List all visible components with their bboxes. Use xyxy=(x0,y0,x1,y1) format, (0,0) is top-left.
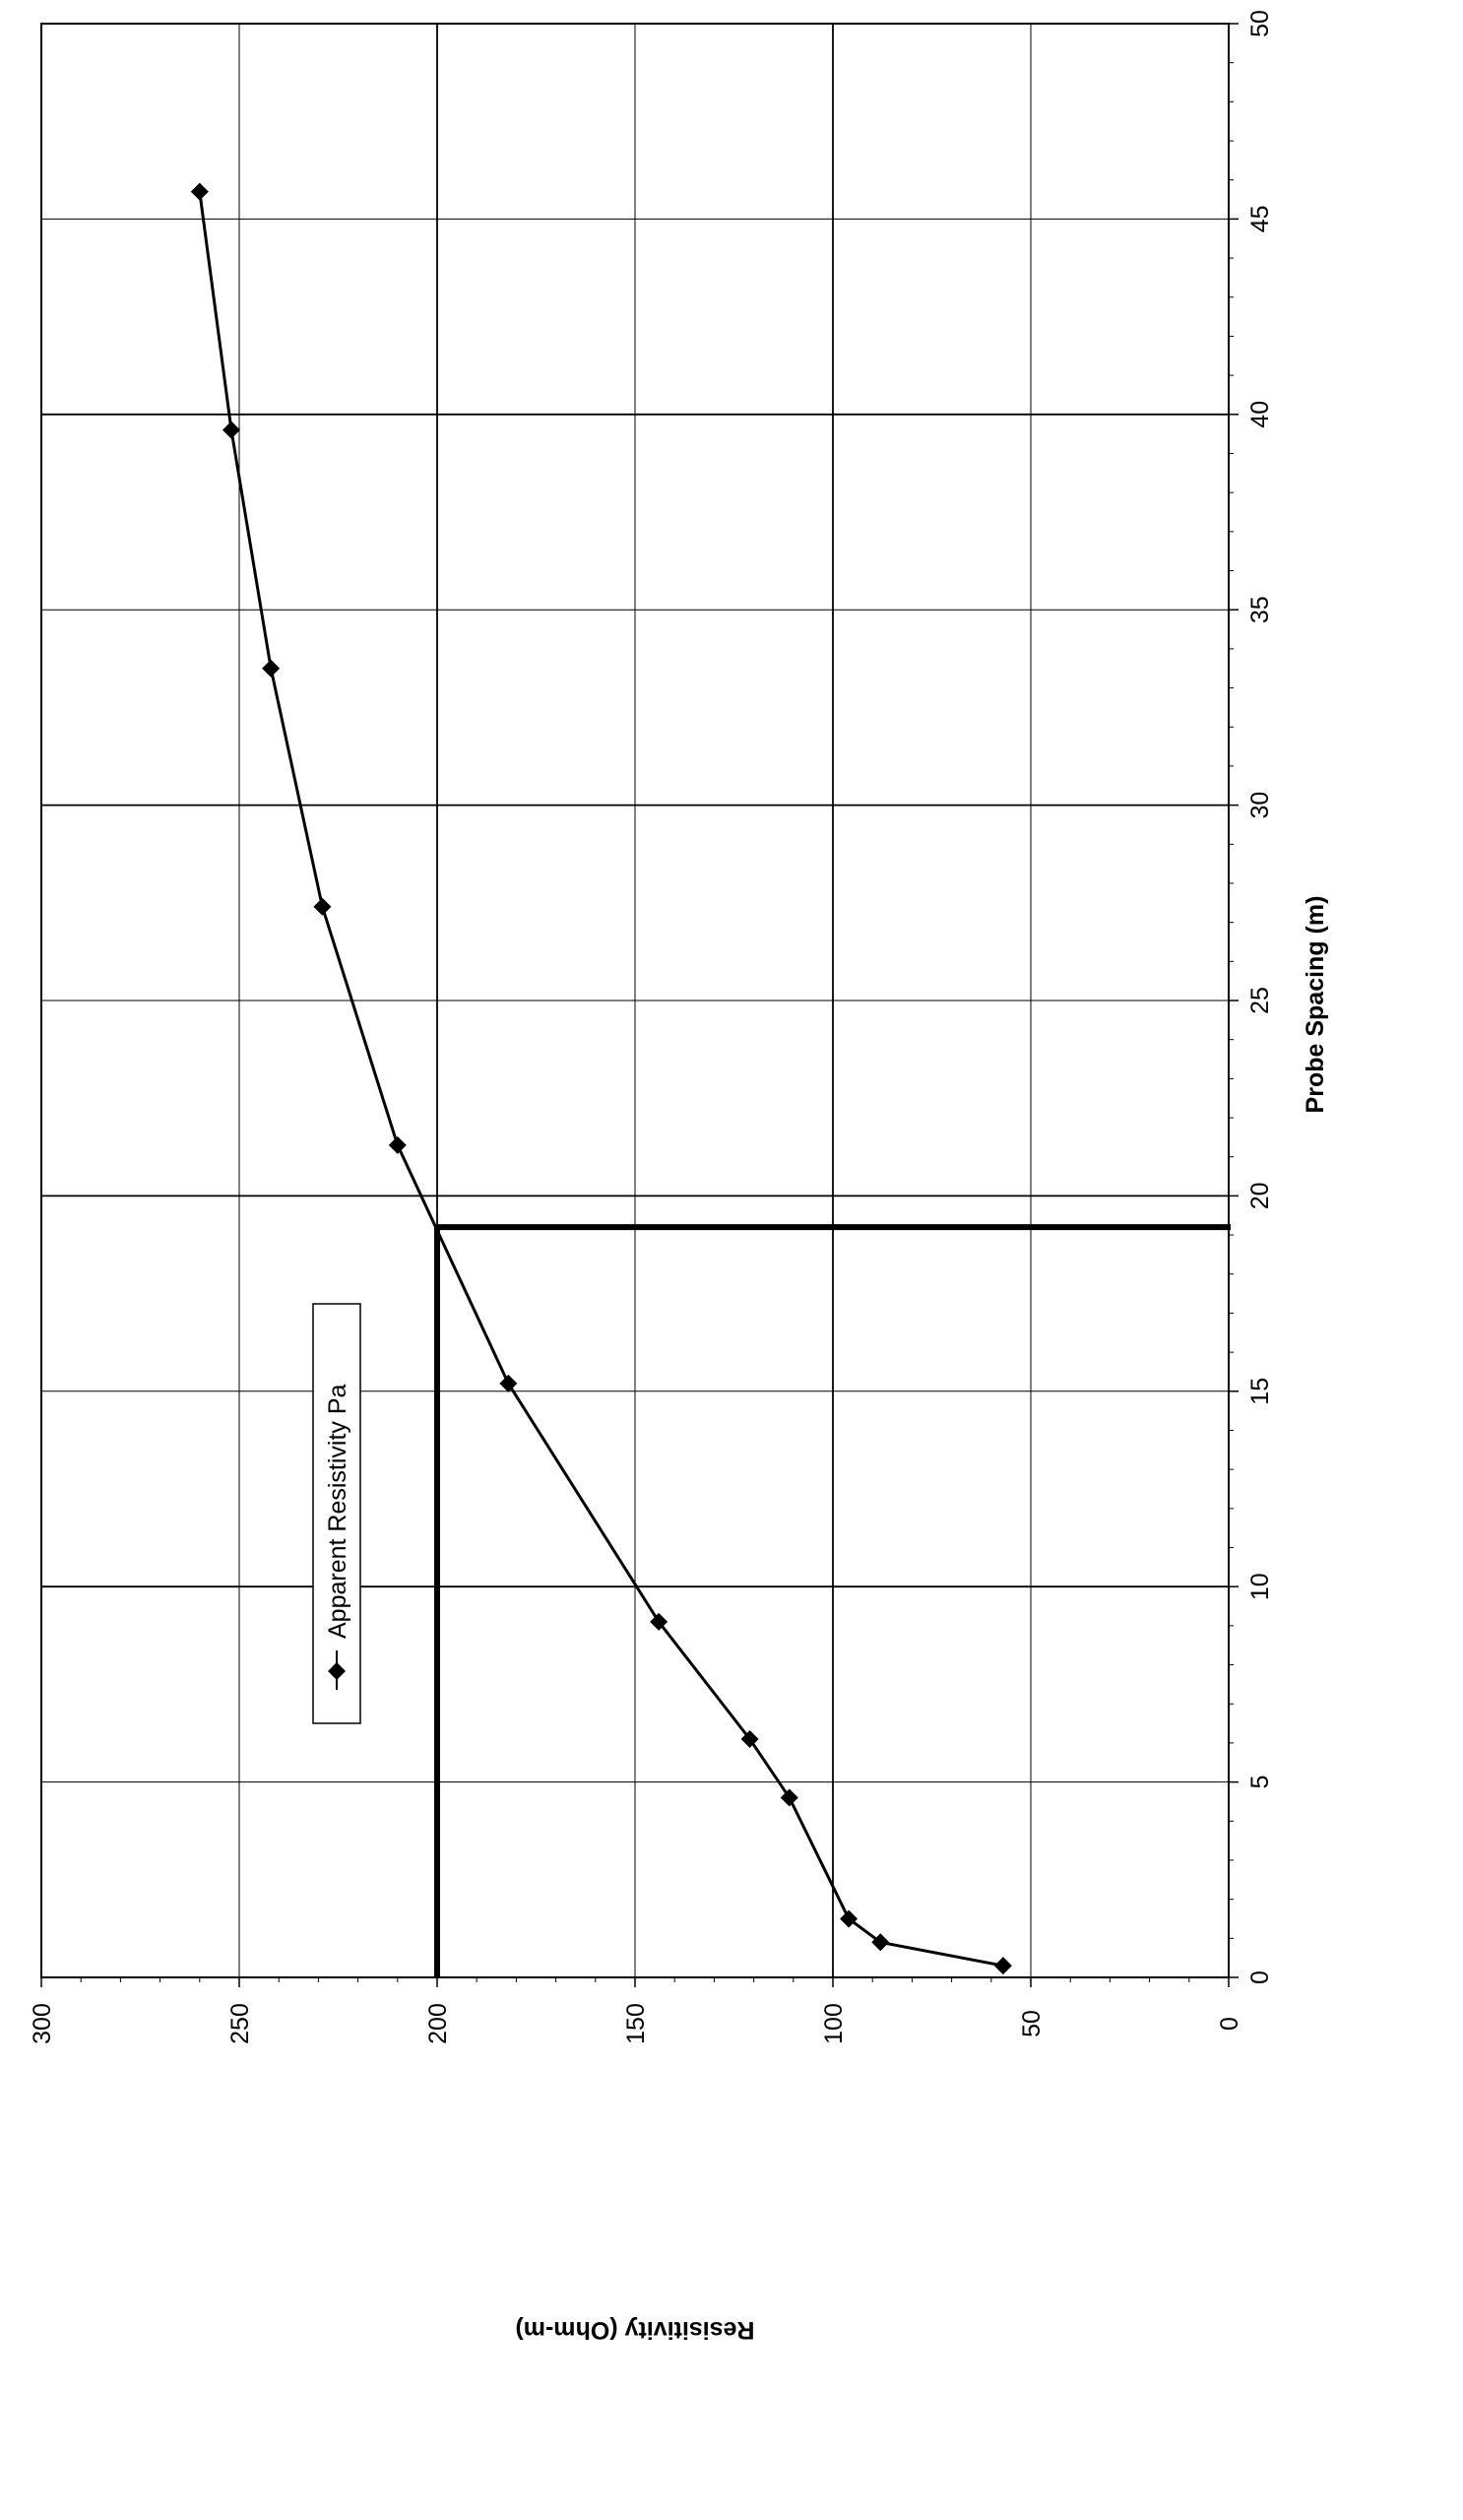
x-axis-title: Probe Spacing (m) xyxy=(1302,896,1329,1114)
data-point-diamond xyxy=(222,420,240,439)
reference-lines xyxy=(434,1224,1231,1977)
grid-lines xyxy=(40,23,1230,1978)
resistivity-tick-label-0: 0 xyxy=(1216,2017,1243,2031)
legend-label: Apparent Resistivity Pa xyxy=(324,1384,351,1639)
data-point-diamond xyxy=(740,1729,759,1748)
spacing-tick-label-50: 50 xyxy=(1246,10,1274,37)
data-point-diamond xyxy=(190,182,209,201)
spacing-tick-label-5: 5 xyxy=(1246,1776,1274,1789)
data-point-diamond xyxy=(871,1933,890,1952)
spacing-tick-label-20: 20 xyxy=(1246,1182,1274,1209)
spacing-tick-label-0: 0 xyxy=(1246,1971,1274,1984)
data-point-diamond xyxy=(313,897,332,916)
probe-spacing-tick-labels: 0 5 10 15 20 25 30 35 40 45 50 xyxy=(1246,10,1274,1984)
resistivity-tick-label-50: 50 xyxy=(1018,2010,1046,2037)
data-point-diamond xyxy=(840,1909,859,1928)
tick-marks xyxy=(40,23,1239,1987)
data-point-diamond xyxy=(388,1135,407,1154)
spacing-tick-label-40: 40 xyxy=(1246,401,1274,428)
resistivity-tick-labels: 0 50 100 150 200 250 300 xyxy=(29,2003,1243,2044)
spacing-tick-label-35: 35 xyxy=(1246,596,1274,623)
spacing-tick-label-45: 45 xyxy=(1246,205,1274,232)
resistivity-tick-label-100: 100 xyxy=(820,2003,848,2044)
resistivity-tick-label-300: 300 xyxy=(29,2003,56,2044)
resistivity-tick-label-200: 200 xyxy=(424,2003,452,2044)
spacing-tick-label-30: 30 xyxy=(1246,792,1274,819)
resistivity-tick-label-250: 250 xyxy=(226,2003,254,2044)
data-point-diamond xyxy=(650,1612,668,1631)
data-point-diamond xyxy=(262,659,281,678)
data-series xyxy=(190,182,1012,1975)
legend: Apparent Resistivity Pa xyxy=(312,1303,361,1724)
data-point-diamond xyxy=(499,1374,518,1392)
series-line-0 xyxy=(198,191,1004,1968)
y-axis-title: Resisitivity (Ohm-m) xyxy=(515,2316,754,2344)
spacing-tick-label-15: 15 xyxy=(1246,1378,1274,1405)
resistivity-tick-label-150: 150 xyxy=(622,2003,650,2044)
spacing-tick-label-10: 10 xyxy=(1246,1573,1274,1600)
legend-marker-diamond xyxy=(328,1662,346,1680)
spacing-tick-label-25: 25 xyxy=(1246,987,1274,1014)
data-point-diamond xyxy=(780,1788,798,1807)
data-point-diamond xyxy=(993,1957,1012,1975)
